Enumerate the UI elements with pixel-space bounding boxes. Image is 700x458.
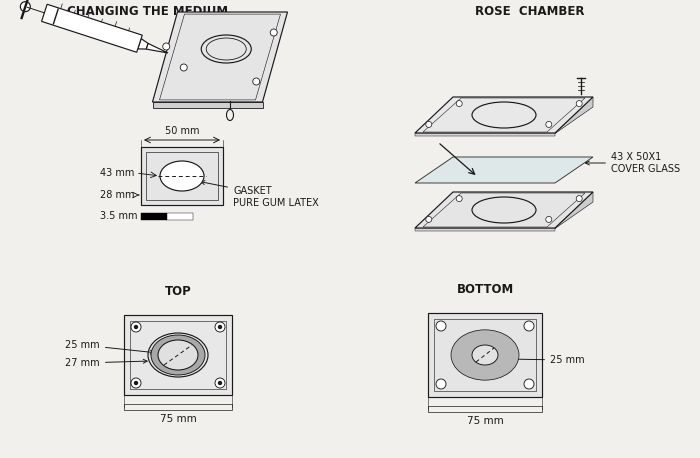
Bar [130, 321, 226, 389]
Bar [434, 319, 536, 391]
Circle shape [253, 78, 260, 85]
Ellipse shape [467, 342, 503, 368]
Text: BOTTOM: BOTTOM [456, 283, 514, 296]
Ellipse shape [472, 197, 536, 223]
Text: ROSE  CHAMBER: ROSE CHAMBER [475, 5, 584, 18]
Circle shape [181, 64, 188, 71]
Text: 75 mm: 75 mm [467, 416, 503, 426]
Text: 75 mm: 75 mm [160, 414, 197, 424]
Polygon shape [138, 38, 148, 49]
Ellipse shape [451, 330, 519, 380]
Circle shape [162, 43, 169, 50]
Text: 27 mm: 27 mm [65, 358, 147, 368]
Circle shape [215, 378, 225, 388]
Ellipse shape [455, 333, 515, 377]
Circle shape [270, 29, 277, 36]
Circle shape [134, 382, 137, 385]
Polygon shape [153, 12, 288, 102]
Text: 43 mm: 43 mm [99, 168, 134, 178]
Circle shape [456, 101, 462, 107]
Circle shape [436, 321, 446, 331]
Text: 25 mm: 25 mm [507, 355, 584, 365]
Ellipse shape [158, 340, 198, 370]
Circle shape [426, 216, 432, 223]
Polygon shape [555, 97, 593, 133]
Polygon shape [153, 102, 262, 108]
Bar [146, 152, 218, 200]
Circle shape [524, 321, 534, 331]
Circle shape [576, 196, 582, 202]
Circle shape [436, 379, 446, 389]
Text: TOP: TOP [164, 285, 191, 298]
Ellipse shape [202, 35, 251, 63]
Polygon shape [415, 192, 593, 228]
Bar [428, 406, 542, 412]
Circle shape [576, 101, 582, 107]
Circle shape [20, 2, 30, 11]
Text: GASKET
PURE GUM LATEX: GASKET PURE GUM LATEX [201, 180, 318, 207]
Circle shape [546, 121, 552, 127]
Circle shape [218, 382, 221, 385]
Ellipse shape [472, 345, 498, 365]
Circle shape [546, 216, 552, 223]
Text: CHANGING THE MEDIUM: CHANGING THE MEDIUM [67, 5, 229, 18]
Polygon shape [415, 133, 555, 136]
Polygon shape [555, 192, 593, 229]
Text: 25 mm: 25 mm [65, 340, 154, 354]
Circle shape [134, 326, 137, 328]
Polygon shape [146, 44, 168, 53]
Bar [428, 313, 542, 397]
Polygon shape [415, 157, 593, 183]
Ellipse shape [160, 161, 204, 191]
Bar [141, 147, 223, 205]
Ellipse shape [472, 102, 536, 128]
Bar [141, 213, 167, 219]
Polygon shape [415, 228, 555, 231]
Text: 3.5 mm: 3.5 mm [101, 211, 138, 221]
Circle shape [218, 326, 221, 328]
Circle shape [131, 378, 141, 388]
Bar [124, 404, 232, 410]
Polygon shape [41, 4, 142, 52]
Circle shape [215, 322, 225, 332]
Ellipse shape [151, 335, 205, 375]
Text: 28 mm: 28 mm [99, 190, 134, 200]
Polygon shape [415, 97, 593, 133]
Circle shape [426, 121, 432, 127]
Ellipse shape [463, 339, 507, 371]
Text: 50 mm: 50 mm [164, 126, 200, 136]
Ellipse shape [459, 336, 511, 374]
Circle shape [456, 196, 462, 202]
Circle shape [524, 379, 534, 389]
Bar [167, 213, 193, 219]
Text: 43 X 50X1
COVER GLASS: 43 X 50X1 COVER GLASS [585, 152, 680, 174]
Circle shape [131, 322, 141, 332]
Bar [124, 315, 232, 395]
